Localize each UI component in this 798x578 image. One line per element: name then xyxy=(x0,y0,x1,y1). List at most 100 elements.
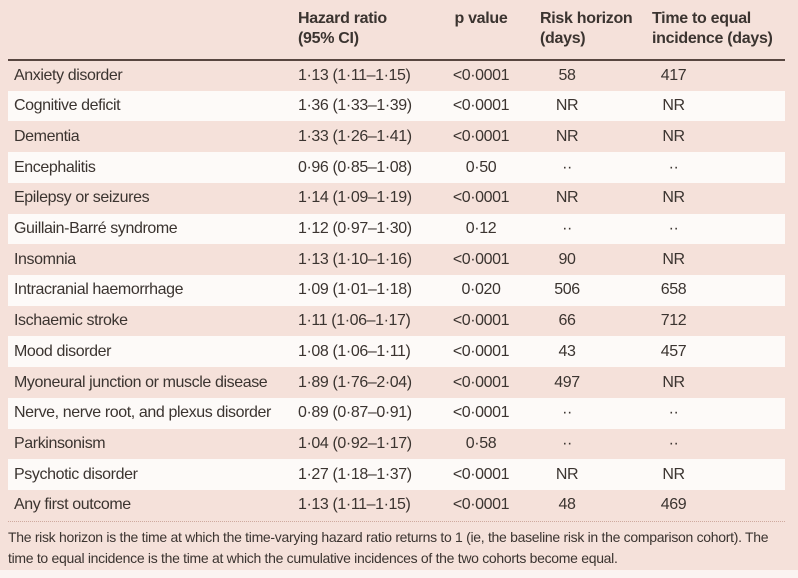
table-body: Anxiety disorder 1·13 (1·11–1·15) <0·0001 5… xyxy=(8,60,785,521)
p-value-cell: <0·0001 xyxy=(452,465,510,483)
header-p-value-label: p value xyxy=(454,10,508,27)
p-value-cell: <0·0001 xyxy=(452,250,510,268)
row-label: Nerve, nerve root, and plexus disorder xyxy=(14,404,271,422)
table-row: Insomnia 1·13 (1·10–1·16) <0·0001 90 NR xyxy=(8,244,785,275)
risk-horizon-cell: NR xyxy=(555,465,579,483)
p-value-cell: <0·0001 xyxy=(452,312,510,330)
risk-horizon-cell: 497 xyxy=(554,373,580,391)
risk-horizon-cell: 43 xyxy=(558,342,576,360)
time-to-equal-cell: 469 xyxy=(660,496,687,514)
risk-horizon-cell: 506 xyxy=(554,281,580,299)
header-hazard-ratio-label: Hazard ratio (95% CI) xyxy=(298,10,387,47)
hazard-ratio-cell: 1·13 (1·10–1·16) xyxy=(298,250,412,268)
time-to-equal-cell: 457 xyxy=(660,342,687,360)
risk-horizon-cell: NR xyxy=(555,97,579,115)
header-row: Hazard ratio (95% CI) p value Risk horiz… xyxy=(8,0,785,61)
hazard-ratio-cell: 1·08 (1·06–1·11) xyxy=(298,342,411,360)
risk-horizon-cell: 90 xyxy=(558,250,576,268)
row-label: Encephalitis xyxy=(14,158,96,176)
bottom-strip xyxy=(0,570,798,578)
p-value-cell: <0·0001 xyxy=(452,404,510,422)
table-row: Nerve, nerve root, and plexus disorder 0·… xyxy=(8,397,785,429)
risk-horizon-cell: NR xyxy=(555,189,579,207)
hazard-ratio-cell: 1·13 (1·11–1·15) xyxy=(298,496,411,514)
table-row: Dementia 1·33 (1·26–1·41) <0·0001 NR NR xyxy=(8,121,785,152)
table-footnote: The risk horizon is the time at which th… xyxy=(8,520,785,569)
hazard-ratio-cell: 1·89 (1·76–2·04) xyxy=(298,373,412,391)
row-label: Mood disorder xyxy=(14,342,112,360)
hazard-ratio-cell: 1·36 (1·33–1·39) xyxy=(298,97,412,115)
header-risk-horizon-label: Risk horizon (days) xyxy=(540,10,633,47)
header-time-to-equal: Time to equal incidence (days) xyxy=(640,0,785,61)
p-value-cell: <0·0001 xyxy=(452,189,510,207)
time-to-equal-cell: ·· xyxy=(668,219,679,237)
risk-horizon-cell: ·· xyxy=(562,219,572,237)
hazard-ratio-cell: 1·27 (1·18–1·37) xyxy=(298,465,412,483)
risk-horizon-cell: 48 xyxy=(558,496,576,514)
risk-horizon-cell: ·· xyxy=(562,434,572,452)
hazard-ratio-cell: 1·14 (1·09–1·19) xyxy=(298,189,412,207)
p-value-cell: 0·50 xyxy=(465,158,497,176)
time-to-equal-cell: NR xyxy=(662,189,685,207)
header-risk-horizon: Risk horizon (days) xyxy=(528,0,640,61)
hazard-ratio-cell: 0·96 (0·85–1·08) xyxy=(298,158,412,176)
time-to-equal-cell: ·· xyxy=(668,434,679,452)
hazard-ratio-cell: 1·13 (1·11–1·15) xyxy=(298,66,411,84)
row-label: Insomnia xyxy=(14,250,76,268)
table-row: Epilepsy or seizures 1·14 (1·09–1·19) <0·0… xyxy=(8,183,785,214)
risk-horizon-cell: NR xyxy=(555,127,579,145)
hazard-ratio-cell: 1·12 (0·97–1·30) xyxy=(298,219,412,237)
row-label: Intracranial haemorrhage xyxy=(14,281,184,299)
table-row: Ischaemic stroke 1·11 (1·06–1·17) <0·0001 6… xyxy=(8,306,785,337)
time-to-equal-cell: ·· xyxy=(668,404,679,422)
table-row: Guillain-Barré syndrome 1·12 (0·97–1·30) 0… xyxy=(8,213,785,245)
table-row: Encephalitis 0·96 (0·85–1·08) 0·50 ·· ·· xyxy=(8,152,785,183)
risk-horizon-cell: 66 xyxy=(558,312,576,330)
row-label: Any first outcome xyxy=(14,496,131,514)
empty-header-cell xyxy=(8,0,290,61)
table-row: Parkinsonism 1·04 (0·92–1·17) 0·58 ·· ·· xyxy=(8,429,785,460)
p-value-cell: 0·020 xyxy=(461,281,501,299)
p-value-cell: 0·12 xyxy=(465,219,497,237)
time-to-equal-cell: 658 xyxy=(660,281,687,299)
row-label: Anxiety disorder xyxy=(14,66,123,84)
time-to-equal-cell: 712 xyxy=(660,312,687,330)
header-p-value: p value xyxy=(442,0,528,61)
row-label: Psychotic disorder xyxy=(14,465,138,483)
p-value-cell: <0·0001 xyxy=(452,373,510,391)
hazard-ratio-cell: 0·89 (0·87–0·91) xyxy=(298,404,412,422)
p-value-cell: <0·0001 xyxy=(452,97,510,115)
hazard-ratio-cell: 1·33 (1·26–1·41) xyxy=(298,127,412,145)
p-value-cell: <0·0001 xyxy=(452,127,510,145)
p-value-cell: <0·0001 xyxy=(452,66,510,84)
table-row: Myoneural junction or muscle disease 1·89… xyxy=(8,367,785,398)
time-to-equal-cell: NR xyxy=(662,465,685,483)
header-time-to-equal-label: Time to equal incidence (days) xyxy=(652,10,773,47)
table-row: Any first outcome 1·13 (1·11–1·15) <0·0001… xyxy=(8,490,785,521)
time-to-equal-cell: NR xyxy=(662,127,685,145)
table-row: Cognitive deficit 1·36 (1·33–1·39) <0·0001… xyxy=(8,90,785,122)
row-label: Ischaemic stroke xyxy=(14,312,128,330)
time-to-equal-cell: ·· xyxy=(668,158,679,176)
row-label: Myoneural junction or muscle disease xyxy=(14,373,268,391)
row-label: Cognitive deficit xyxy=(14,97,121,115)
row-label: Guillain-Barré syndrome xyxy=(14,219,178,237)
table-row: Mood disorder 1·08 (1·06–1·11) <0·0001 43 45… xyxy=(8,336,785,368)
risk-horizon-cell: ·· xyxy=(562,404,572,422)
row-label: Parkinsonism xyxy=(14,434,106,452)
table-row: Anxiety disorder 1·13 (1·11–1·15) <0·0001 5… xyxy=(8,60,785,91)
header-hazard-ratio: Hazard ratio (95% CI) xyxy=(290,0,442,61)
outcomes-table: Hazard ratio (95% CI) p value Risk horiz… xyxy=(8,0,785,521)
p-value-cell: <0·0001 xyxy=(452,496,510,514)
p-value-cell: 0·58 xyxy=(465,434,497,452)
table-row: Intracranial haemorrhage 1·09 (1·01–1·18)… xyxy=(8,275,785,306)
risk-horizon-cell: ·· xyxy=(562,158,572,176)
risk-horizon-cell: 58 xyxy=(558,66,576,84)
hazard-ratio-cell: 1·04 (0·92–1·17) xyxy=(298,434,412,452)
row-label: Epilepsy or seizures xyxy=(14,189,150,207)
row-label: Dementia xyxy=(14,127,80,145)
table-row: Psychotic disorder 1·27 (1·18–1·37) <0·000… xyxy=(8,459,785,491)
time-to-equal-cell: 417 xyxy=(660,66,687,84)
hazard-ratio-cell: 1·11 (1·06–1·17) xyxy=(298,312,411,330)
